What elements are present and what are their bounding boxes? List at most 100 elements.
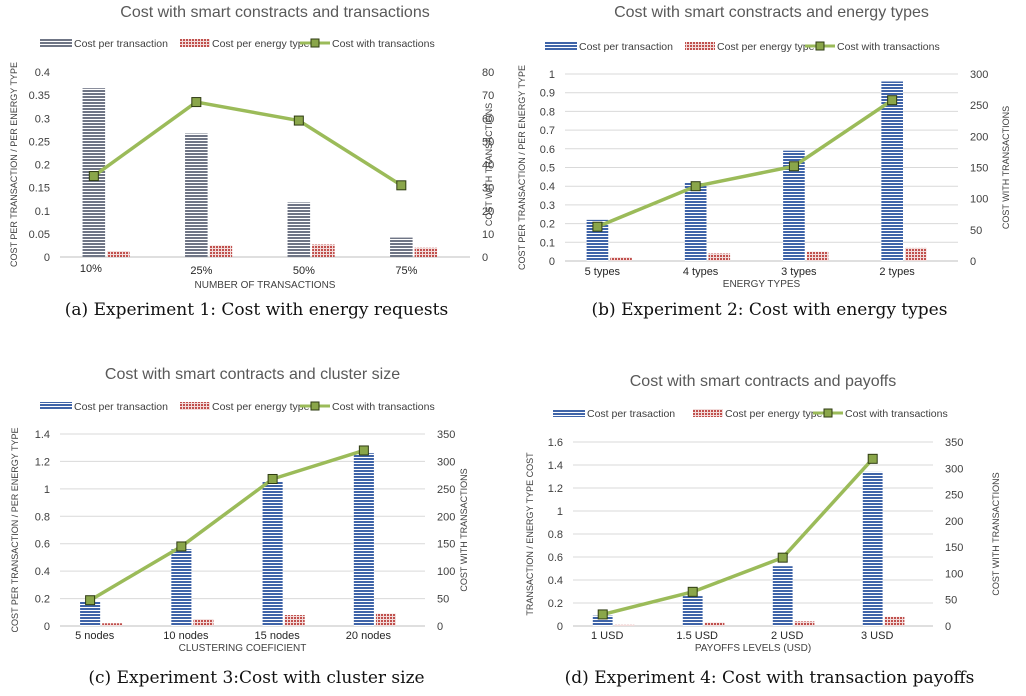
line-marker [777,552,788,563]
y2-tick-label: 300 [970,69,988,81]
x-tick-label: 3 USD [861,630,893,642]
caption-d: (d) Experiment 4: Cost with transaction … [564,668,975,688]
bar-energy [610,257,632,261]
legend-label: Cost per energy type [725,408,823,420]
line-marker [687,586,698,597]
bar-energy [102,623,123,626]
y-tick-label: 0.8 [35,511,50,523]
caption-b: (b) Experiment 2: Cost with energy types [591,300,948,320]
y2-axis-label: COST WITH TRANSACTIONS [1001,106,1011,229]
line-marker [88,171,99,182]
bar-transaction [772,566,793,626]
line-marker [887,95,898,106]
y-tick-label: 0.6 [540,144,555,156]
y2-tick-label: 250 [945,490,963,502]
y-tick-label: 1.4 [35,429,50,441]
legend: Cost per transaction Cost per energy type… [40,38,435,50]
x-tick-label: 5 nodes [75,630,115,642]
y-tick-label: 0.9 [540,88,555,100]
bar-energy [794,621,815,626]
y2-tick-label: 40 [482,160,494,172]
y2-tick-label: 200 [945,516,963,528]
bar-energy [708,253,731,261]
y-tick-label: 0.4 [548,575,563,587]
y-tick-label: 0.35 [29,90,50,102]
line-transactions [596,98,894,229]
y2-tick-label: 150 [970,163,988,175]
chart-panel-b: Cost with smart constracts and energy ty… [513,0,1026,330]
bar-energy [806,251,829,261]
chart-title: Cost with smart contracts and payoffs [630,373,896,390]
y2-tick-label: 50 [970,225,982,237]
y2-tick-label: 300 [945,463,963,475]
line-marker [191,97,202,108]
legend-swatch-transaction [40,402,72,410]
x-tick-label: 1.5 USD [676,630,718,642]
chart-b: Cost with smart constracts and energy ty… [517,4,1011,290]
y2-axis-label: COST WITH TRANSACTIONS [459,468,469,591]
legend-swatch-marker [310,401,320,411]
y-tick-label: 1.2 [35,456,50,468]
bar-transaction [881,81,903,261]
x-tick-label: 50% [293,265,315,277]
bar-energy [414,247,438,257]
legend-swatch-marker [815,41,825,51]
y2-tick-label: 250 [437,484,455,496]
legend-swatch-transaction [40,39,72,47]
x-tick-label: 75% [395,265,417,277]
y-tick-label: 0.05 [29,229,50,241]
bar-transaction [783,150,805,261]
line-marker [358,445,369,456]
legend: Cost per trasaction Cost per energy type C… [553,408,948,420]
bar-energy [375,613,396,626]
y-tick-label: 0.2 [35,160,50,172]
y2-tick-label: 80 [482,67,494,79]
x-tick-label: 1 USD [591,630,623,642]
legend-swatch-marker [823,408,833,418]
x-tick-label: 4 types [683,266,719,278]
bar-energy [209,245,233,257]
y-tick-label: 1 [557,506,563,518]
y-tick-label: 0.4 [35,67,50,79]
y-tick-label: 0.4 [540,181,555,193]
chart-panel-d: Cost with smart contracts and payoffs 0 0.… [513,362,1026,696]
legend-label: Cost per transaction [74,38,168,50]
y-tick-label: 0.8 [540,106,555,118]
legend-label: Cost with transactions [332,38,435,50]
bar-energy [614,624,635,626]
legend-label: Cost per energy type [717,41,815,53]
chart-c: Cost with smart contracts and cluster si… [10,366,469,654]
chart-title: Cost with smart contracts and cluster si… [105,366,400,383]
bar-transaction [684,182,707,261]
bar-transaction [80,601,101,626]
y2-tick-label: 350 [945,437,963,449]
line-transactions [89,448,365,602]
y-tick-label: 1.4 [548,460,563,472]
y-tick-label: 0 [557,621,563,633]
bar-transaction [185,133,208,257]
y-tick-label: 0.1 [35,206,50,218]
x-tick-label: 10 nodes [163,630,209,642]
y-axis-label: COST PER TRANSACTION / PER ENERGY TYPE [9,62,19,267]
y-tick-label: 0.5 [540,163,555,175]
x-tick-label: 15 nodes [255,630,301,642]
bar-transaction [586,219,609,261]
legend-swatch-energy [693,409,723,417]
chart-title: Cost with smart constracts and energy ty… [614,4,929,21]
legend-label: Cost per trasaction [587,408,675,420]
y-tick-label: 0.4 [35,566,50,578]
y2-tick-label: 100 [437,566,455,578]
y2-tick-label: 300 [437,456,455,468]
y-tick-label: 0.15 [29,183,50,195]
y2-tick-label: 50 [437,594,449,606]
bar-energy [312,244,335,257]
bar-transaction [862,471,883,626]
y-tick-label: 0 [549,256,555,268]
y-tick-label: 1.6 [548,437,563,449]
line-marker [592,221,603,232]
y2-axis-label: COST WITH TRANSACTIONS [484,103,494,226]
line-transactions [602,457,874,617]
x-axis-label: PAYOFFS LEVELS (USD) [695,643,811,654]
y-tick-label: 0.3 [35,113,50,125]
y-tick-label: 0.7 [540,125,555,137]
